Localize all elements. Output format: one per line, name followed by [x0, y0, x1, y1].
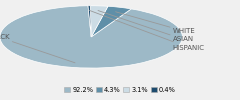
Text: WHITE: WHITE [116, 12, 196, 34]
Legend: 92.2%, 4.3%, 3.1%, 0.4%: 92.2%, 4.3%, 3.1%, 0.4% [62, 84, 178, 96]
Text: ASIAN: ASIAN [98, 10, 194, 42]
Text: BLACK: BLACK [0, 34, 75, 63]
Wedge shape [88, 6, 91, 37]
Wedge shape [91, 6, 131, 37]
Wedge shape [0, 6, 182, 68]
Text: HISPANIC: HISPANIC [90, 10, 205, 51]
Wedge shape [90, 6, 108, 37]
